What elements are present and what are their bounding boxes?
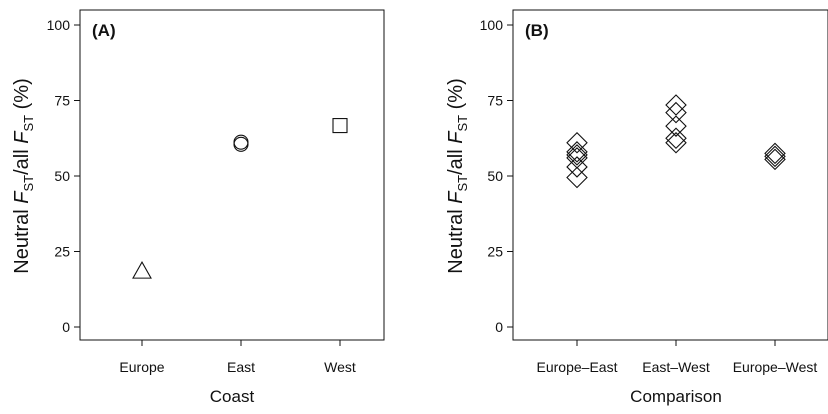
x-axis-title: Coast: [210, 387, 255, 406]
panel-b: (B) 0 25 50 75 100 Europe–East East–West Europe–…: [445, 9, 828, 406]
x-tick-label: East–West: [642, 359, 710, 375]
y-tick-label: 25: [54, 244, 70, 260]
data-point-diamond: [764, 145, 786, 168]
data-point-diamond: [566, 132, 588, 154]
data-point-diamond: [665, 94, 687, 116]
y-axis-title: Neutral FST/all FST (%): [11, 78, 36, 274]
y-tick-label: 50: [487, 168, 503, 184]
x-axis-title: Comparison: [630, 387, 722, 406]
data-point-diamond: [764, 148, 786, 171]
y-tick-label: 50: [54, 168, 70, 184]
y-tick-label: 0: [62, 319, 70, 335]
plot-frame: [512, 9, 828, 341]
x-tick-label: Europe–East: [537, 359, 618, 375]
data-point-diamond: [665, 127, 687, 150]
x-tick-label: West: [324, 359, 356, 375]
plot-frame: [79, 9, 385, 341]
data-point-diamond: [764, 142, 786, 165]
data-point-circle: [233, 134, 249, 150]
y-tick-label: 100: [480, 17, 504, 33]
data-point-diamond: [665, 101, 687, 124]
y-tick-label: 75: [54, 93, 70, 109]
y-tick-label: 0: [495, 319, 503, 335]
data-point-diamond: [566, 166, 588, 189]
data-point-triangle: [132, 261, 152, 279]
data-point-diamond: [566, 144, 588, 166]
x-tick-label: Europe: [119, 359, 164, 375]
panel-label: (A): [92, 21, 116, 40]
panel-label: (B): [525, 21, 549, 40]
panel-a: (A) 0 25 50 75 100 Europe East West Coast Neutral …: [11, 9, 385, 406]
y-axis-title: Neutral FST/all FST (%): [445, 78, 470, 274]
y-tick-label: 25: [487, 244, 503, 260]
data-point-diamond: [566, 156, 588, 178]
data-point-square: [332, 118, 348, 134]
data-point-diamond: [566, 141, 588, 163]
x-tick-label: Europe–West: [733, 359, 818, 375]
y-tick-label: 75: [487, 93, 503, 109]
data-point-diamond: [665, 132, 687, 154]
data-point-diamond: [665, 115, 687, 137]
y-tick-label: 100: [47, 17, 71, 33]
x-tick-label: East: [227, 359, 255, 375]
